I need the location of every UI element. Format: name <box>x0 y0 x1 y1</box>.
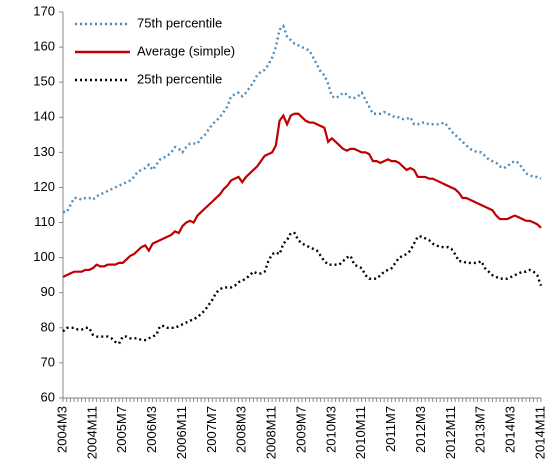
y-tick-label: 100 <box>33 249 55 264</box>
y-tick-label: 150 <box>33 74 55 89</box>
series-line <box>62 231 543 346</box>
y-tick-label: 90 <box>41 284 55 299</box>
y-tick-label: 70 <box>41 354 55 369</box>
x-tick-label: 2008M3 <box>234 406 249 453</box>
x-tick-label: 2005M7 <box>114 406 129 453</box>
legend: 75th percentile Average (simple) 25th perc… <box>75 15 235 86</box>
x-tick-label: 2014M3 <box>503 406 518 453</box>
series-line <box>63 23 542 214</box>
x-tick-label: 2009M7 <box>293 406 308 453</box>
x-tick-label: 2012M11 <box>443 406 458 459</box>
y-tick-label: 170 <box>33 3 55 18</box>
y-tick-label: 130 <box>33 144 55 159</box>
x-tick-label: 2013M7 <box>473 406 488 453</box>
x-tick-label: 2004M11 <box>84 406 99 459</box>
x-tick-label: 2012M3 <box>413 406 428 453</box>
legend-label: Average (simple) <box>137 43 235 58</box>
series-line <box>62 112 542 278</box>
y-tick-label: 80 <box>41 319 55 334</box>
x-tick-label: 2007M7 <box>204 406 219 453</box>
x-tick-label: 2006M3 <box>144 406 159 453</box>
x-tick-label: 2004M3 <box>54 406 69 453</box>
legend-label: 75th percentile <box>137 15 222 30</box>
x-tick-label: 2014M11 <box>532 406 547 459</box>
x-tick-label: 2008M11 <box>264 406 279 459</box>
y-tick-label: 60 <box>41 389 55 404</box>
x-tick-label: 2010M3 <box>323 406 338 453</box>
y-tick-label: 120 <box>33 179 55 194</box>
y-tick-label: 140 <box>33 109 55 124</box>
x-tick-label: 2006M11 <box>174 406 189 459</box>
legend-label: 25th percentile <box>137 71 222 86</box>
y-tick-label: 160 <box>33 39 55 54</box>
x-tick-label: 2011M7 <box>383 406 398 452</box>
x-tick-label: 2010M11 <box>353 406 368 459</box>
y-tick-label: 110 <box>34 214 55 229</box>
